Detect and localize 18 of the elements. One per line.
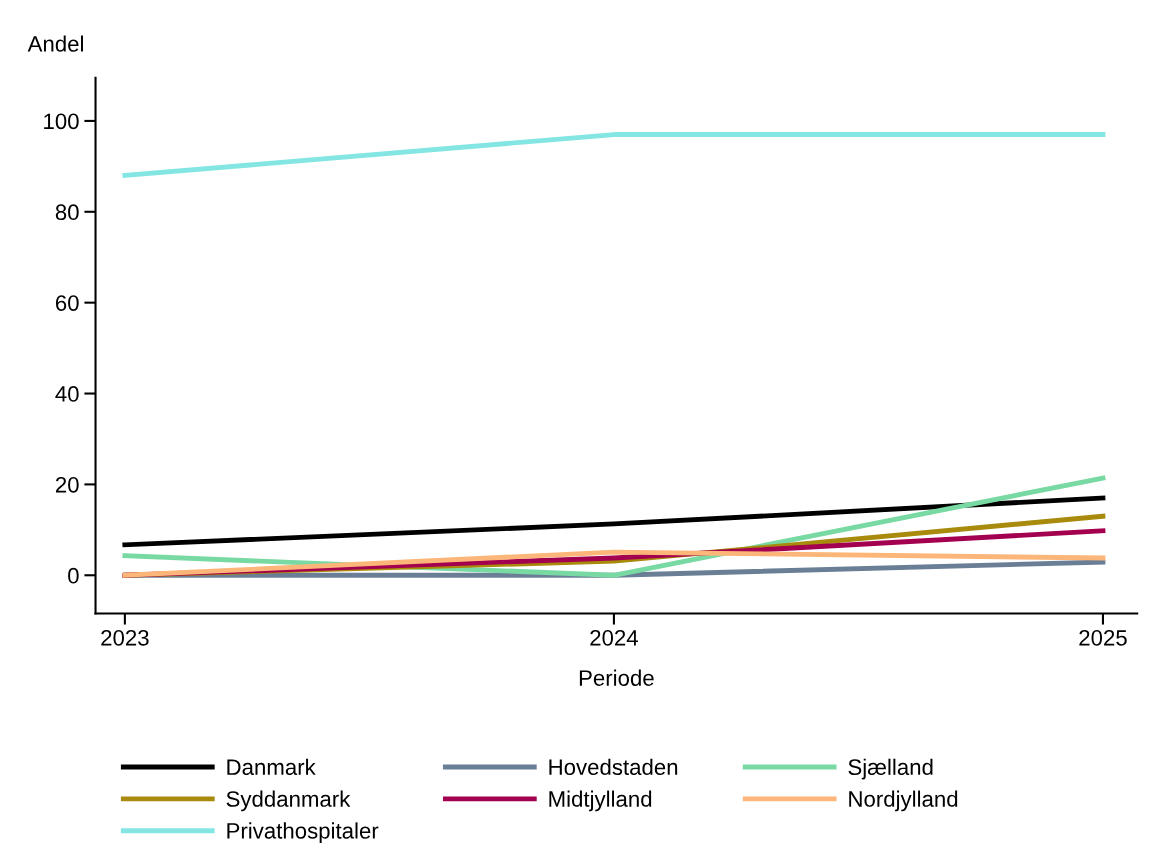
legend-label: Hovedstaden (549, 758, 678, 776)
legend-label: Nordjylland (849, 790, 958, 812)
x-axis-title: Periode (579, 669, 654, 686)
x-tick-label: 2023 (101, 630, 149, 646)
y-tick-label: 60 (55, 295, 79, 311)
y-tick-label: 20 (55, 476, 79, 493)
legend-label: Syddanmark (226, 790, 351, 812)
x-tick-label: 2025 (1079, 630, 1127, 646)
x-tick-label: 2024 (590, 630, 638, 646)
legend-label: Privathospitaler (227, 822, 379, 844)
y-tick-label: 100 (44, 113, 79, 130)
legend-label: Midtjylland (549, 790, 652, 812)
legend-label: Danmark (227, 758, 316, 776)
y-tick-label: 40 (55, 386, 79, 402)
y-tick-label: 0 (68, 567, 79, 584)
y-tick-label: 80 (55, 204, 79, 221)
legend-label: Sjælland (848, 758, 933, 780)
y-axis-title: Andel (27, 35, 83, 52)
